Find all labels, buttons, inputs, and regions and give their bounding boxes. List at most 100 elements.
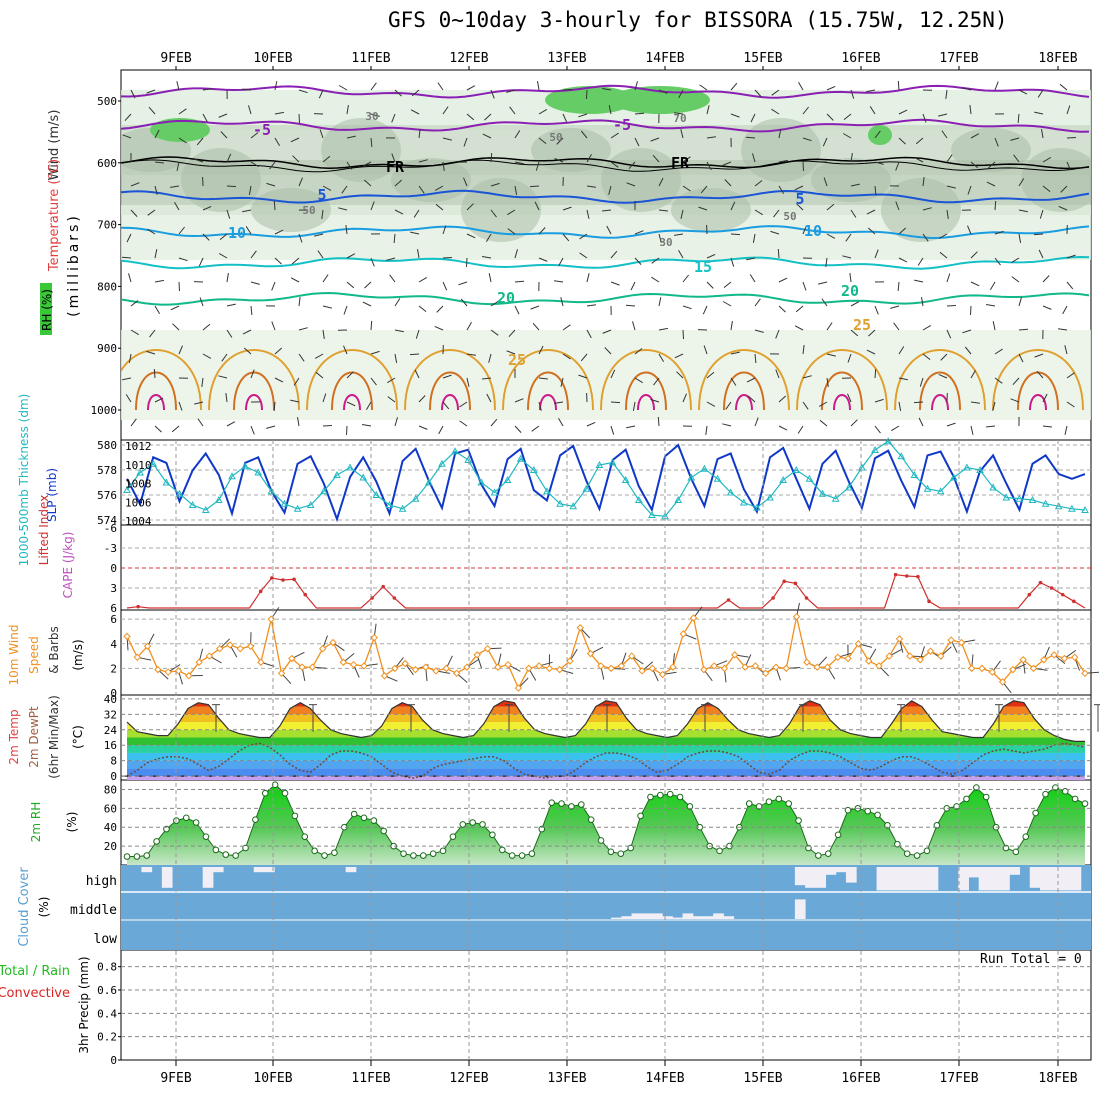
wind-barb [778,395,787,403]
wind-speed-point [174,667,183,675]
isotherm-30 [429,371,471,411]
contour-label: 15 [694,258,712,276]
wind-barb [554,401,564,404]
rh-shading-blob [671,188,751,232]
wind-barb [273,200,276,211]
cloud-fill [121,865,1091,950]
wind-barb [122,134,132,139]
wind-barb [941,130,948,139]
wind-speed-line [126,616,1086,690]
wind-barb [946,273,951,283]
cloud-mid-bar [713,913,724,919]
ytick-label-precip: 0 [110,1054,117,1067]
wind-barb [362,424,372,427]
wind-barb [154,279,164,283]
lifted-index-point [281,578,285,582]
wind-barb [579,252,588,259]
thickness-point [936,487,945,495]
wind-barb [442,374,452,379]
thickness-point [989,483,997,491]
wind-barb [514,280,525,283]
thickness-point [228,472,236,480]
isotherm-25 [121,349,202,411]
wind-barb [418,395,426,403]
wind-barb [242,329,252,335]
thickness-point [241,462,249,470]
lifted-index-point [771,596,775,600]
wind-barb [250,250,257,259]
wind-barb [822,137,828,147]
wind-barb [514,398,524,403]
wind-speed-point [751,662,760,670]
rh-shading-blob [461,178,541,242]
wind-barb [658,327,668,331]
rh-point [824,850,832,857]
wind-barb [538,377,548,380]
contour-label: 70 [673,112,686,125]
wind-speed-point [988,668,996,676]
wind-speed-point [514,684,523,692]
cloud-mid-bar [723,916,735,919]
rh-point [834,831,842,839]
wind-barb [202,113,208,123]
wind-barb [538,137,547,144]
isotherm-30 [135,371,177,411]
wind-barb [826,113,834,121]
wind-speed-point [411,665,420,674]
wind-barb [626,425,636,429]
cloud-high-bar [917,867,929,891]
rh-point [261,789,269,797]
temp-band [127,737,1085,746]
wind-barb [893,322,900,331]
isotherm [121,291,1090,306]
wind-barb [298,177,303,187]
wind-barb [418,185,425,194]
ylabel-10m-wind: 10m Wind [7,625,21,686]
wind-barb [315,371,324,379]
wind-speed-point [123,632,131,641]
thickness-point [346,463,354,471]
ytick-label-pressure: 1000 [91,404,118,417]
wind-barb [866,89,876,93]
wind-barb [250,132,259,139]
wind-barb [634,230,644,235]
wind-speed-point [782,664,790,673]
wind-barb [1059,83,1068,91]
wind-barb [602,88,612,91]
isotherm [121,156,1090,170]
wind-barb [754,353,757,364]
ytick-label-wind: 0 [110,687,117,700]
wind-barb [610,132,619,139]
wind-barb [580,353,588,362]
wind-barb [682,305,692,310]
wind-barb [986,304,996,307]
isotherm-30 [723,371,765,411]
cloud-high-bar [907,867,918,891]
thickness-point [411,494,420,502]
wind-barb [898,377,908,381]
rh-point [578,801,585,808]
wind-barb [130,329,139,336]
ytick-label-temp: 32 [104,708,117,721]
wind-speed-point [710,662,718,670]
wind-barb [415,329,420,339]
wind-barb [298,113,300,124]
wind-barb [610,425,615,435]
thickness-point [424,478,433,486]
wind-barb [874,185,877,196]
wind-barb [442,281,448,291]
rh-point [400,850,407,857]
rh-point [548,799,555,806]
lifted-index-point [1038,580,1043,585]
wind-barb [437,82,444,91]
wind-speed-point [319,644,327,653]
wind-barb [466,321,472,331]
rh-point [311,847,318,855]
lifted-index-point [1027,592,1032,597]
lifted-index-point [1072,599,1076,604]
rh-point [1012,848,1020,856]
rh-point [647,793,654,801]
wind-barb [610,369,616,379]
wind-barb [625,304,636,307]
